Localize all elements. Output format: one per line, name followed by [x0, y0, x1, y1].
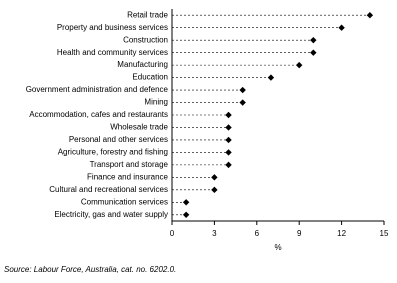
dot — [225, 111, 232, 119]
y-tick-label: Agriculture, forestry and fishing — [58, 148, 168, 157]
dot — [239, 86, 246, 94]
dot — [182, 199, 190, 206]
y-tick-label: Government administration and defence — [26, 85, 169, 94]
y-tick-label: Electricity, gas and water supply — [54, 210, 168, 219]
dot — [296, 61, 303, 69]
y-tick-label: Accommodation, cafes and restaurants — [29, 110, 168, 119]
x-tick-label: 3 — [212, 229, 217, 238]
dot — [239, 99, 246, 106]
y-tick-label: Cultural and recreational services — [49, 185, 168, 194]
y-tick-label: Retail trade — [127, 10, 168, 19]
dot — [267, 74, 275, 81]
y-tick-label: Mining — [144, 98, 168, 107]
dot — [225, 136, 232, 144]
dot — [310, 49, 317, 56]
dot — [338, 24, 345, 31]
y-tick-label: Finance and insurance — [87, 172, 168, 181]
dot — [225, 149, 232, 156]
dot — [310, 36, 317, 44]
y-tick-label: Construction — [123, 35, 168, 44]
y-tick-label: Manufacturing — [117, 60, 168, 69]
x-tick-label: 15 — [380, 229, 389, 238]
x-tick-label: 9 — [297, 229, 302, 238]
dot — [211, 186, 218, 194]
dot — [211, 174, 218, 181]
dot — [366, 12, 374, 19]
dot — [225, 161, 232, 169]
y-tick-label: Education — [132, 73, 168, 82]
y-tick-label: Health and community services — [57, 48, 168, 57]
dot — [225, 124, 232, 131]
y-tick-label: Communication services — [81, 197, 168, 206]
x-tick-label: 6 — [255, 229, 260, 238]
y-tick-label: Wholesale trade — [110, 123, 168, 132]
x-tick-label: 12 — [337, 229, 346, 238]
x-axis-label: % — [274, 243, 281, 252]
y-tick-label: Personal and other services — [69, 135, 168, 144]
y-tick-label: Property and business services — [57, 23, 168, 32]
source-note: Source: Labour Force, Australia, cat. no… — [4, 265, 176, 274]
dot — [182, 211, 190, 218]
y-tick-label: Transport and storage — [90, 160, 169, 169]
x-tick-label: 0 — [170, 229, 175, 238]
